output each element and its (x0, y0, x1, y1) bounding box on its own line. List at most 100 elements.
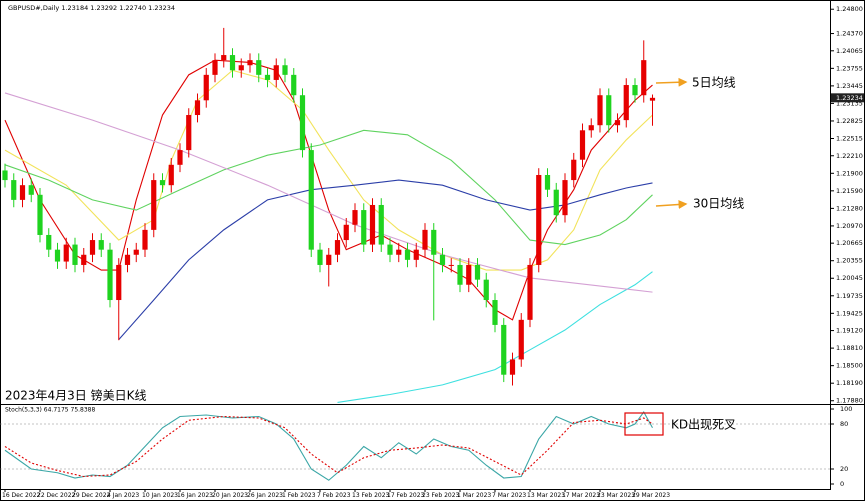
candle-body (256, 60, 262, 75)
x-tick-label: 29 Dec 2022 (72, 492, 111, 499)
y-tick-label: 1.24800 (836, 5, 863, 13)
x-tick-label: 17 Feb 2023 (387, 492, 425, 499)
x-tick-label: 16 Dec 2022 (2, 492, 41, 499)
candle-body (396, 249, 402, 255)
x-tick-label: 10 Jan 2023 (142, 492, 178, 499)
annotation: 30日均线 (693, 197, 744, 211)
candle-body (203, 74, 209, 101)
x-tick-label: 4 Jan 2023 (107, 492, 139, 499)
y-tick-label: 80 (840, 420, 848, 428)
candle-body (177, 150, 183, 165)
y-tick-label: 1.19425 (836, 309, 863, 317)
candle-body (98, 240, 104, 250)
candle-body (404, 249, 411, 260)
candle-body (2, 170, 8, 181)
x-tick-label: 22 Dec 2022 (37, 492, 76, 499)
candle-body (422, 229, 428, 250)
candle-body (247, 60, 253, 66)
candle-body (501, 324, 507, 375)
y-tick-label: 1.20355 (836, 257, 863, 265)
stoch-panel: 0 20 80 100 (0, 405, 852, 488)
candle-body (588, 125, 594, 131)
x-tick-label: 20 Jan 2023 (212, 492, 248, 499)
candle-body (264, 74, 271, 80)
x-tick-label: 7 Feb 2023 (317, 492, 351, 499)
y-tick-label: 1.18500 (836, 362, 863, 370)
candle-body (641, 60, 647, 96)
candle-body (81, 254, 87, 265)
y-tick-label: 1.24370 (836, 30, 863, 38)
candle-body (579, 130, 586, 160)
candle-body (361, 210, 367, 245)
annotation: KD出现死叉 (671, 418, 736, 432)
candle-body (238, 65, 244, 71)
candle-body (334, 240, 341, 255)
candle-body (282, 65, 288, 75)
candle-body (457, 264, 463, 285)
y-tick-label: 1.22825 (836, 117, 863, 125)
candle-body (151, 180, 157, 230)
y-tick-label: 1.20970 (836, 222, 863, 230)
candle-body (212, 60, 218, 75)
candle-body (317, 249, 323, 265)
candle-body (518, 319, 524, 360)
candle-body (343, 224, 349, 241)
x-tick-label: 17 Mar 2023 (562, 492, 600, 499)
candle-body (509, 359, 516, 375)
candle-body (553, 189, 559, 216)
candle-body (72, 244, 78, 265)
caption: 2023年4月3日 镑美日K线 (5, 388, 147, 403)
candle-body (229, 55, 236, 71)
candle-body (291, 74, 297, 96)
candle-body (448, 264, 454, 266)
candle-body (527, 264, 533, 320)
y-tick-label: 1.22515 (836, 135, 863, 143)
annotation-arrow (655, 200, 688, 209)
candle-body (133, 249, 139, 255)
candle-body (466, 264, 472, 285)
y-tick-label: 1.18810 (836, 344, 863, 352)
candle-body (37, 194, 43, 235)
candle-body (89, 240, 96, 255)
candle-body (369, 204, 376, 245)
y-tick-label: 1.19120 (836, 327, 863, 335)
candle-body (19, 185, 26, 200)
candle-body (54, 249, 61, 262)
candle-body (107, 249, 113, 301)
y-tick-label: 1.23445 (836, 82, 863, 90)
candle-body (11, 180, 17, 200)
candle-body (159, 180, 166, 186)
x-tick-label: 1 Mar 2023 (457, 492, 491, 499)
price-panel: 1.24800 1.24370 1.24065 1.23755 1.23445 1.231… (2, 5, 864, 499)
x-tick-label: 16 Jan 2023 (177, 492, 213, 499)
candle-body (46, 234, 52, 250)
candle-body (273, 65, 279, 80)
candle-body (378, 204, 384, 245)
y-tick-label: 1.21900 (836, 169, 863, 177)
candle-body (431, 229, 437, 255)
stoch-title: Stoch(5,3,3) 64.7175 75.8388 (5, 407, 96, 414)
candle-body (544, 174, 551, 190)
candle-body (194, 100, 201, 116)
y-tick-label: 1.21280 (836, 204, 863, 212)
line-series (337, 271, 653, 403)
x-tick-label: 1 Feb 2023 (282, 492, 316, 499)
y-tick-label: 0 (840, 480, 844, 488)
candle-body (492, 300, 498, 325)
y-tick-label: 1.21590 (836, 187, 863, 195)
line-series (4, 410, 653, 481)
candle-body (142, 229, 148, 250)
y-tick-label: 1.23755 (836, 64, 863, 72)
last-price-label: 1.23234 (836, 94, 863, 102)
candle-body (63, 244, 69, 262)
annotation: 5日均线 (692, 76, 736, 90)
annotation-arrow (655, 77, 688, 87)
header: GBPUSD#,Daily 1.23184 1.23292 1.22740 1.… (8, 4, 175, 12)
y-tick-label: 1.18190 (836, 379, 863, 387)
line-series (118, 179, 653, 340)
candle-body (413, 249, 419, 260)
x-tick-label: 7 Mar 2023 (492, 492, 526, 499)
candle-body (483, 279, 489, 301)
